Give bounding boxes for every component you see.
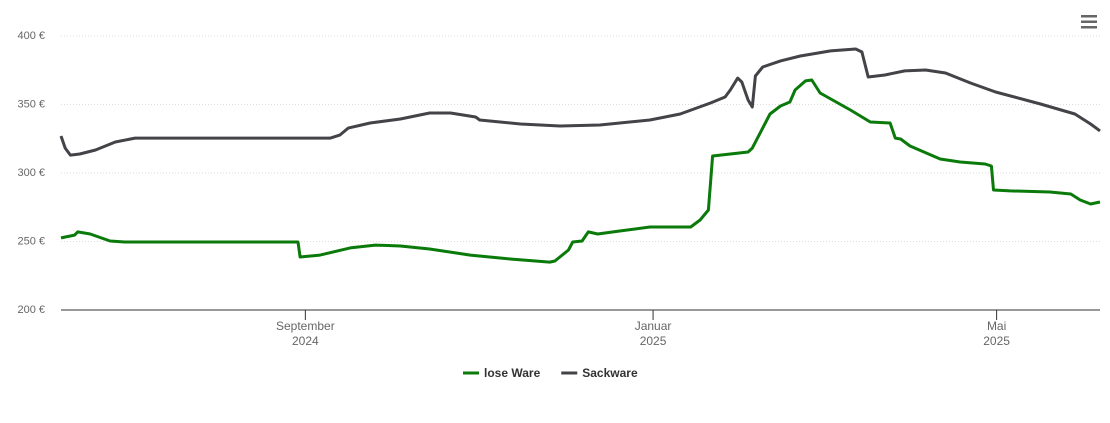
x-tick-label: Mai 2025 [983, 319, 1010, 348]
menu-bar [1081, 26, 1097, 29]
legend-label: lose Ware [484, 366, 541, 380]
y-tick-label: 350 € [17, 98, 45, 110]
y-tick-label: 400 € [17, 30, 45, 42]
menu-icon[interactable] [1081, 15, 1097, 29]
y-tick-label: 300 € [17, 167, 45, 179]
y-tick-label: 250 € [17, 235, 45, 247]
series-line [59, 47, 1101, 157]
menu-bar [1081, 20, 1097, 23]
y-tick-label: 200 € [17, 304, 45, 316]
x-tick-label: Januar 2025 [634, 319, 672, 348]
menu-bar [1081, 15, 1097, 18]
series-line [60, 78, 1101, 264]
legend-label: Sackware [582, 366, 638, 380]
x-tick-label: September 2024 [275, 319, 335, 348]
